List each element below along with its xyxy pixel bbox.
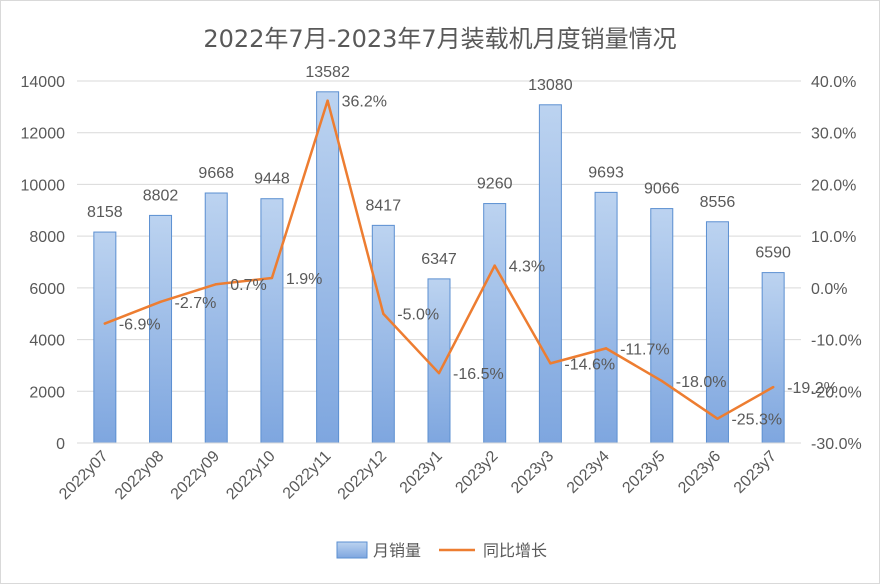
y-right-tick-label: -20.0%	[811, 384, 862, 401]
bar-value-label: 6590	[755, 245, 791, 262]
x-tick-label: 2023y4	[564, 448, 613, 497]
growth-value-label: -11.7%	[620, 341, 670, 358]
y-left-tick-label: 0	[56, 436, 65, 453]
growth-value-label: 0.7%	[230, 277, 266, 294]
growth-value-label: -16.5%	[453, 366, 504, 383]
data-labels: 8158 8802 9668 9448 13582 8417 6347 9260 13080 96…	[87, 64, 838, 429]
x-tick-label: 2022y09	[168, 448, 224, 504]
growth-point	[159, 300, 162, 304]
growth-point	[382, 312, 385, 315]
legend-bar-label: 月销量	[373, 541, 421, 560]
growth-point	[716, 417, 719, 420]
bar-value-label: 13080	[528, 77, 573, 94]
y-right-tick-label: -10.0%	[811, 333, 862, 350]
y-left-tick-label: 6000	[29, 281, 65, 298]
y-right-tick-label: 20.0%	[811, 177, 856, 194]
y-right-tick-label: -30.0%	[811, 436, 862, 453]
bar	[594, 191, 618, 444]
legend-bar-swatch	[336, 541, 368, 559]
y-left-tick-label: 2000	[29, 384, 65, 401]
x-tick-label: 2023y2	[452, 448, 501, 497]
chart-title: 2022年7月-2023年7月装载机月度销量情况	[203, 25, 676, 53]
growth-point	[493, 264, 496, 267]
growth-point	[270, 276, 274, 280]
bar-value-label: 13582	[305, 64, 350, 81]
growth-value-label: -2.7%	[175, 295, 217, 312]
bar-value-label: 8802	[143, 187, 179, 204]
growth-point	[103, 322, 107, 325]
x-tick-label: 2022y11	[280, 448, 335, 503]
bar-value-label: 8417	[366, 197, 402, 214]
growth-value-label: -5.0%	[397, 307, 439, 324]
legend-line-label: 同比增长	[483, 541, 547, 560]
y-left-tick-label: 8000	[29, 229, 65, 246]
growth-value-label: -14.6%	[564, 356, 615, 373]
bar-value-label: 8556	[700, 194, 736, 211]
growth-point	[326, 99, 329, 102]
growth-point	[771, 385, 775, 389]
bar	[371, 224, 395, 444]
y-right-tick-label: 10.0%	[811, 229, 856, 246]
legend: 月销量 同比增长	[336, 541, 547, 560]
x-tick-label: 2022y07	[56, 448, 112, 504]
bar-value-label: 6347	[421, 251, 457, 268]
growth-point	[660, 379, 663, 383]
y-left-tick-label: 4000	[29, 333, 65, 350]
x-tick-label: 2023y1	[397, 448, 446, 497]
growth-point	[549, 362, 552, 365]
growth-value-label: 1.9%	[286, 271, 322, 288]
bar	[316, 91, 340, 444]
bar	[204, 192, 228, 444]
x-tick-label: 2023y7	[731, 448, 780, 497]
x-tick-label: 2023y5	[619, 448, 668, 497]
x-tick-label: 2023y6	[675, 448, 724, 497]
bar	[93, 231, 117, 444]
bar-value-label: 9693	[588, 164, 624, 181]
growth-point	[604, 347, 608, 350]
bar	[705, 221, 729, 444]
growth-value-label: -6.9%	[119, 317, 161, 334]
bar	[260, 198, 284, 444]
y-left-tick-label: 14000	[21, 74, 66, 91]
growth-value-label: 4.3%	[509, 259, 545, 276]
bar-value-label: 9260	[477, 176, 513, 193]
bar	[483, 203, 507, 444]
x-tick-label: 2022y08	[112, 448, 168, 504]
bar	[650, 208, 674, 444]
y-right-tick-label: 40.0%	[811, 74, 856, 91]
bar-value-label: 9448	[254, 171, 290, 188]
x-tick-label: 2023y3	[508, 448, 557, 497]
y-right-tick-label: 30.0%	[811, 126, 856, 143]
growth-value-label: -25.3%	[731, 412, 782, 429]
growth-value-label: -18.0%	[676, 374, 727, 391]
bar-value-label: 9668	[198, 165, 234, 182]
bar-value-label: 8158	[87, 204, 123, 221]
growth-point	[215, 283, 218, 286]
bar-value-label: 9066	[644, 181, 680, 198]
growth-line	[103, 99, 775, 420]
x-tick-label: 2022y10	[223, 448, 279, 504]
bars	[93, 91, 785, 444]
y-left-tick-label: 12000	[21, 126, 66, 143]
growth-value-label: -19.2%	[787, 380, 838, 397]
y-left-tick-label: 10000	[21, 177, 66, 194]
x-tick-label: 2022y12	[335, 448, 391, 504]
growth-point	[437, 371, 441, 375]
growth-value-label: 36.2%	[342, 94, 387, 111]
y-right-tick-label: 0.0%	[811, 281, 847, 298]
